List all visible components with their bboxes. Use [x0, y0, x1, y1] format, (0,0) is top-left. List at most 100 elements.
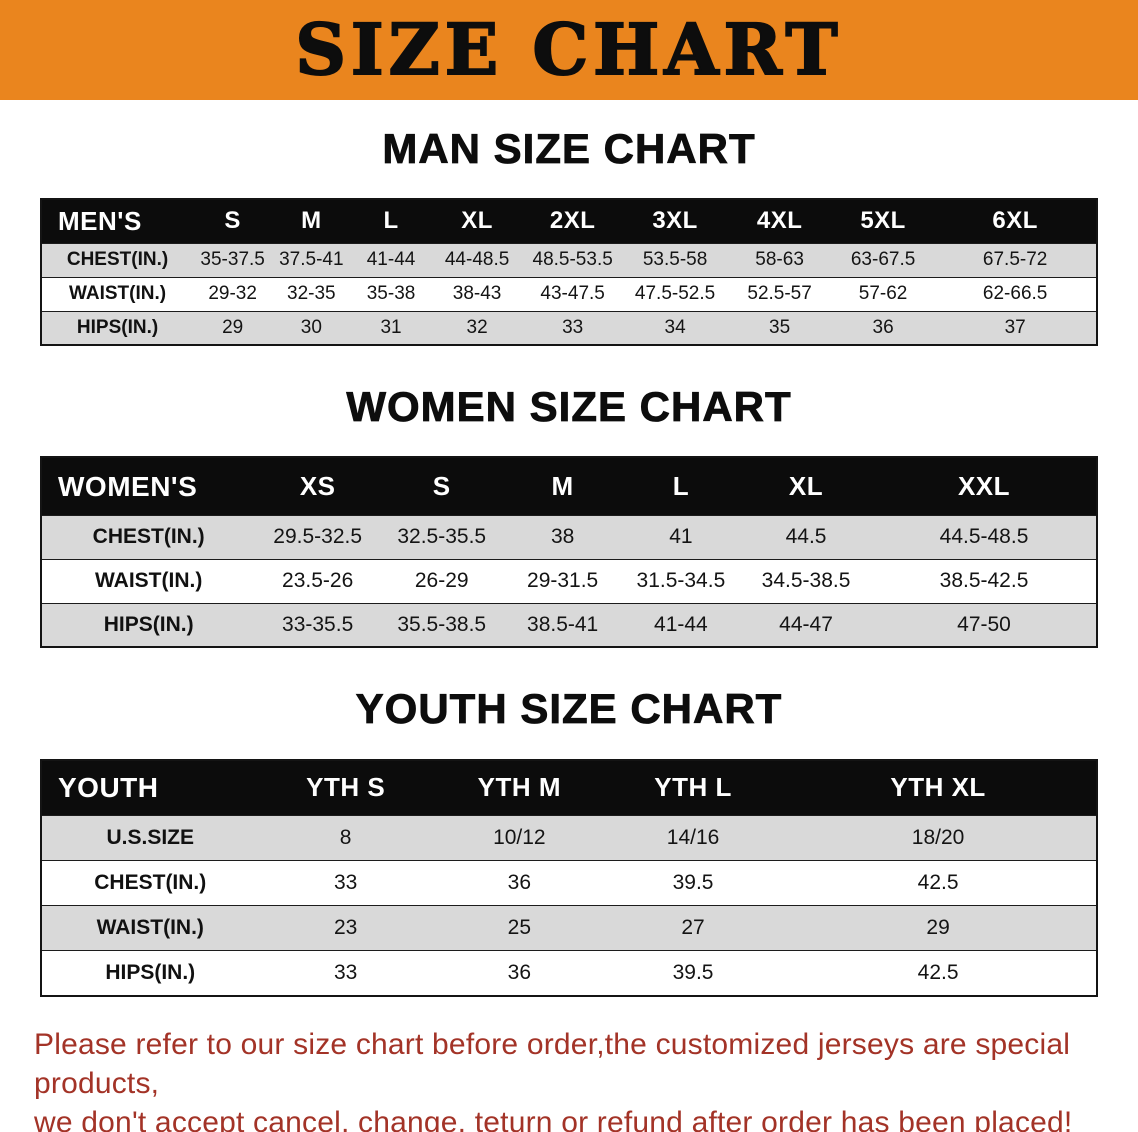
youth-size-table-value-cell: 33 — [333, 960, 358, 984]
women-size-table-value-cell: 29.5-32.5 — [273, 525, 363, 549]
men-size-table-value-cell: 48.5-53.5 — [532, 249, 613, 271]
men-size-table-corner-header: MEN'S — [41, 199, 194, 244]
youth-size-table-row-label: CHEST(IN.) — [94, 871, 207, 895]
men-size-table-size-header: 4XL — [727, 199, 832, 244]
women-size-table-value-cell: 38 — [550, 525, 575, 549]
men-size-table-row-label: HIPS(IN.) — [76, 316, 159, 338]
youth-size-table-row-label: HIPS(IN.) — [105, 960, 196, 984]
youth-section-heading: YOUTH SIZE CHART — [355, 685, 783, 733]
youth-size-table-size-header: YTH S — [258, 759, 433, 816]
men-size-table-value-cell: 30 — [300, 316, 322, 338]
page-title: SIZE CHART — [294, 8, 843, 91]
youth-size-table-size-header: YTH L — [605, 759, 781, 816]
women-size-table-value-cell: 41 — [669, 525, 693, 549]
youth-size-table-value-cell: 36 — [507, 960, 532, 984]
men-size-table-value-cell: 63-67.5 — [850, 249, 916, 271]
men-size-table-value-cell: 43-47.5 — [540, 283, 605, 305]
youth-size-table-value-cell: 10/12 — [493, 826, 546, 850]
men-size-table-value-cell: 33 — [562, 316, 584, 338]
youth-size-table-value-cell: 18/20 — [911, 826, 965, 850]
women-size-table-value-cell: 23.5-26 — [282, 569, 354, 593]
youth-size-table-row: WAIST(IN.) 23 25 27 29 — [41, 905, 1097, 951]
youth-size-table-corner-header: YOUTH — [41, 759, 259, 816]
youth-size-table-row: HIPS(IN.) 33 36 39.5 42.5 — [41, 950, 1097, 996]
men-size-table-value-cell: 53.5-58 — [642, 249, 708, 271]
youth-size-table-value-cell: 42.5 — [917, 960, 959, 984]
men-size-table-value-cell: 57-62 — [858, 283, 908, 305]
disclaimer-line-2: we don't accept cancel, change, teturn o… — [34, 1105, 1073, 1132]
youth-size-table-value-cell: 8 — [339, 826, 352, 850]
women-size-table-row: WAIST(IN.) 23.5-26 26-29 29-31.5 31.5-34.5 34… — [41, 559, 1097, 604]
men-size-table-value-cell: 29-32 — [208, 283, 257, 305]
men-size-table-size-header: 3XL — [622, 199, 728, 244]
women-size-table-value-cell: 41-44 — [654, 613, 708, 637]
women-size-table-value-cell: 38.5-41 — [527, 613, 599, 637]
women-size-table-row: CHEST(IN.) 29.5-32.5 32.5-35.5 38 41 44.5 44.5… — [41, 515, 1097, 560]
men-size-table-value-cell: 31 — [380, 316, 402, 338]
women-size-table-value-cell: 44.5 — [785, 525, 827, 549]
women-size-table-row-label: HIPS(IN.) — [103, 613, 194, 637]
youth-size-table-value-cell: 42.5 — [917, 871, 959, 895]
men-size-table-value-cell: 35 — [769, 316, 791, 338]
men-size-table-value-cell: 37.5-41 — [279, 249, 344, 271]
youth-size-table-value-cell: 29 — [926, 916, 950, 940]
youth-size-table-value-cell: 36 — [507, 871, 532, 895]
youth-size-table-header-row: YOUTH YTH S YTH M YTH L YTH XL — [41, 759, 1097, 816]
youth-size-table-value-cell: 14/16 — [666, 826, 720, 850]
men-size-table-value-cell: 47.5-52.5 — [634, 283, 716, 305]
women-size-table-size-header: XXL — [872, 457, 1097, 516]
men-size-table-value-cell: 37 — [1004, 316, 1026, 338]
men-size-table-value-cell: 35-38 — [366, 283, 416, 305]
women-size-table-value-cell: 32.5-35.5 — [397, 525, 487, 549]
men-size-table-value-cell: 38-43 — [452, 283, 502, 305]
men-size-table-row: CHEST(IN.) 35-37.5 37.5-41 41-44 44-48.5 48.5… — [41, 243, 1097, 278]
youth-size-table-value-cell: 27 — [681, 916, 705, 940]
men-size-table: MEN'S S M L XL 2XL 3XL 4XL 5XL 6XL CHEST(IN.) 35-37… — [40, 198, 1098, 347]
men-size-table-row: WAIST(IN.) 29-32 32-35 35-38 38-43 43-47.5 47.… — [41, 277, 1097, 312]
women-size-table-value-cell: 47-50 — [957, 613, 1011, 637]
men-size-table-size-header: L — [350, 199, 432, 244]
women-section-heading: WOMEN SIZE CHART — [346, 383, 792, 431]
women-size-table-value-cell: 44.5-48.5 — [939, 525, 1029, 549]
youth-size-table-value-cell: 25 — [507, 916, 532, 940]
youth-size-table-row: U.S.SIZE 8 10/12 14/16 18/20 — [41, 815, 1097, 861]
title-banner: SIZE CHART — [0, 0, 1138, 100]
men-size-table-header-row: MEN'S S M L XL 2XL 3XL 4XL 5XL 6XL — [41, 199, 1097, 244]
men-size-table-size-header: 6XL — [934, 199, 1097, 244]
men-size-table-size-header: 2XL — [522, 199, 623, 244]
men-size-table-value-cell: 67.5-72 — [982, 249, 1048, 271]
men-size-table-value-cell: 32 — [466, 316, 488, 338]
women-size-table-header-row: WOMEN'S XS S M L XL XXL — [41, 457, 1097, 516]
men-size-table-value-cell: 44-48.5 — [444, 249, 510, 271]
women-size-table-value-cell: 33-35.5 — [282, 613, 354, 637]
men-size-table-row-label: WAIST(IN.) — [68, 283, 167, 305]
youth-size-table-size-header: YTH XL — [780, 759, 1097, 816]
youth-size-table-row-label: WAIST(IN.) — [96, 916, 204, 940]
women-size-table-size-header: XL — [740, 457, 873, 516]
women-size-table-value-cell: 34.5-38.5 — [761, 569, 851, 593]
youth-size-table-value-cell: 39.5 — [672, 871, 714, 895]
youth-size-table: YOUTH YTH S YTH M YTH L YTH XL U.S.SIZE 8 10/12… — [40, 758, 1098, 997]
men-size-table-size-header: S — [193, 199, 273, 244]
men-size-table-value-cell: 41-44 — [366, 249, 416, 271]
men-size-table-size-header: M — [272, 199, 351, 244]
men-size-table-value-cell: 35-37.5 — [200, 249, 265, 271]
women-size-table-value-cell: 38.5-42.5 — [939, 569, 1029, 593]
women-size-table-row-label: CHEST(IN.) — [92, 525, 205, 549]
men-size-table-size-header: 5XL — [831, 199, 935, 244]
men-size-table-value-cell: 52.5-57 — [747, 283, 812, 305]
youth-size-table-row: CHEST(IN.) 33 36 39.5 42.5 — [41, 860, 1097, 906]
men-size-table-size-header: XL — [431, 199, 523, 244]
youth-size-table-row-label: U.S.SIZE — [106, 826, 195, 850]
men-size-table-value-cell: 58-63 — [755, 249, 804, 271]
youth-size-table-value-cell: 23 — [333, 916, 358, 940]
women-size-table-size-header: L — [621, 457, 741, 516]
women-size-table-size-header: XS — [255, 457, 380, 516]
men-size-table-value-cell: 29 — [222, 316, 244, 338]
youth-size-section: YOUTH SIZE CHART YOUTH YTH S YTH M YTH L YTH… — [0, 685, 1138, 997]
women-size-table-value-cell: 31.5-34.5 — [636, 569, 726, 593]
women-size-table-corner-header: WOMEN'S — [41, 457, 256, 516]
women-size-table-size-header: M — [503, 457, 622, 516]
men-size-section: MAN SIZE CHART MEN'S S M L XL 2XL 3XL 4XL 5XL 6XL… — [0, 125, 1138, 347]
